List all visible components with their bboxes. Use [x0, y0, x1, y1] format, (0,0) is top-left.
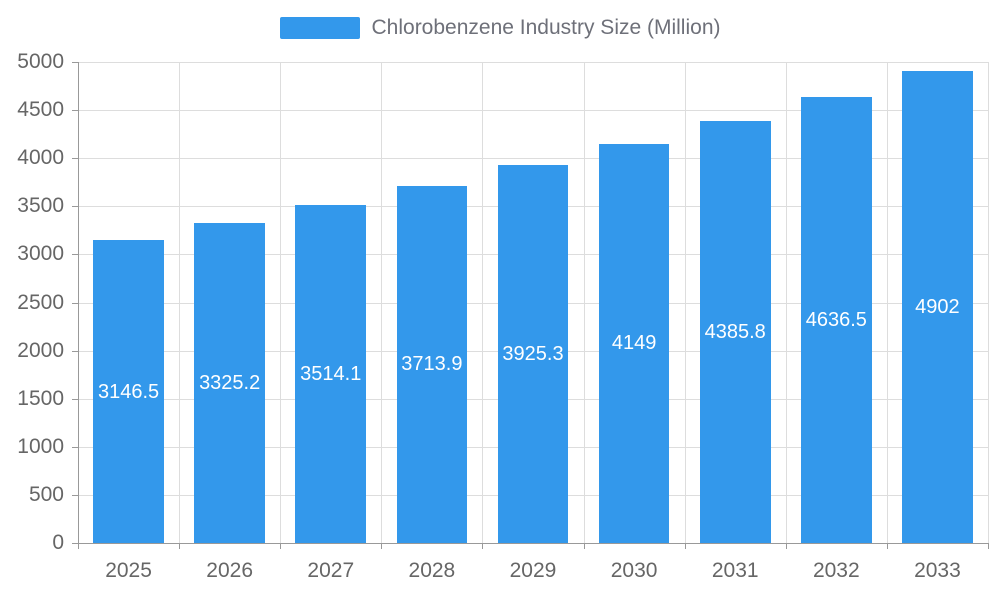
- gridline-vertical: [886, 62, 888, 543]
- x-axis-tick: [785, 543, 787, 549]
- bar: [194, 223, 266, 543]
- y-axis-label: 1000: [17, 434, 64, 458]
- bar: [800, 96, 872, 543]
- y-axis-label: 2500: [17, 290, 64, 314]
- y-axis-label: 3000: [17, 242, 64, 266]
- y-axis-label: 0: [52, 531, 64, 554]
- x-axis-category-label: 2032: [812, 559, 860, 582]
- x-axis-tick: [78, 543, 79, 549]
- gridline-horizontal: [78, 62, 988, 63]
- x-axis-tick: [886, 543, 888, 549]
- y-axis-tick: [72, 254, 78, 256]
- y-axis-label: 5000: [17, 50, 64, 73]
- gridline-vertical: [179, 62, 181, 543]
- x-axis-category-label: 2025: [105, 559, 152, 582]
- y-axis-tick: [72, 494, 78, 496]
- bar-value-label: 3713.9: [401, 353, 463, 376]
- x-axis-tick: [988, 543, 989, 549]
- bar-value-label: 4149: [611, 332, 657, 355]
- x-axis-tick: [381, 543, 383, 549]
- legend-swatch: [279, 17, 360, 39]
- x-axis-tick: [280, 543, 282, 549]
- bar: [497, 165, 569, 543]
- y-axis-tick: [72, 206, 78, 208]
- bar-value-label: 3325.2: [199, 372, 261, 395]
- y-axis-tick: [72, 302, 78, 304]
- y-axis-tick: [72, 446, 78, 448]
- legend-label: Chlorobenzene Industry Size (Million): [371, 16, 721, 39]
- x-axis-category-label: 2026: [206, 559, 254, 582]
- gridline-vertical: [381, 62, 383, 543]
- x-axis-line: [78, 543, 988, 544]
- bar-value-label: 4902: [915, 296, 960, 319]
- x-axis-tick: [583, 543, 585, 549]
- bar-value-label: 3514.1: [300, 362, 362, 385]
- x-axis-tick: [179, 543, 181, 549]
- bar: [598, 143, 670, 543]
- y-axis-label: 500: [28, 482, 64, 506]
- y-axis-tick: [72, 350, 78, 352]
- gridline-vertical: [988, 62, 989, 543]
- bar: [396, 185, 468, 543]
- y-axis-label: 4000: [17, 146, 64, 170]
- y-axis-tick: [72, 110, 78, 112]
- bar: [93, 240, 164, 543]
- gridline-vertical: [280, 62, 282, 543]
- x-axis-category-label: 2027: [307, 559, 355, 582]
- y-axis-label: 2000: [17, 338, 64, 362]
- y-axis-line: [78, 62, 79, 543]
- x-axis-category-label: 2028: [408, 559, 456, 582]
- y-axis-tick: [72, 398, 78, 400]
- y-axis-label: 3500: [17, 194, 64, 218]
- x-axis-category-label: 2029: [509, 559, 557, 582]
- y-axis-tick: [72, 543, 78, 544]
- bar-value-label: 3146.5: [97, 380, 160, 403]
- x-axis-tick: [684, 543, 686, 549]
- bar: [699, 121, 771, 543]
- gridline-horizontal: [78, 110, 988, 112]
- gridline-vertical: [583, 62, 585, 543]
- y-axis-label: 1500: [17, 386, 64, 410]
- x-axis-category-label: 2033: [914, 559, 961, 582]
- bar-value-label: 4385.8: [704, 321, 766, 344]
- bar: [295, 204, 367, 543]
- x-axis-tick: [482, 543, 484, 549]
- x-axis-category-label: 2030: [610, 559, 658, 582]
- y-axis-tick: [72, 62, 78, 63]
- bar-value-label: 4636.5: [805, 308, 867, 331]
- legend[interactable]: Chlorobenzene Industry Size (Million): [0, 16, 1000, 40]
- gridline-vertical: [785, 62, 787, 543]
- bar-value-label: 3925.3: [502, 343, 564, 366]
- y-axis-label: 4500: [17, 98, 64, 122]
- y-axis-tick: [72, 158, 78, 160]
- gridline-vertical: [684, 62, 686, 543]
- bar: [902, 71, 973, 543]
- gridline-horizontal: [78, 158, 988, 160]
- x-axis-category-label: 2031: [711, 559, 759, 582]
- gridline-vertical: [482, 62, 484, 543]
